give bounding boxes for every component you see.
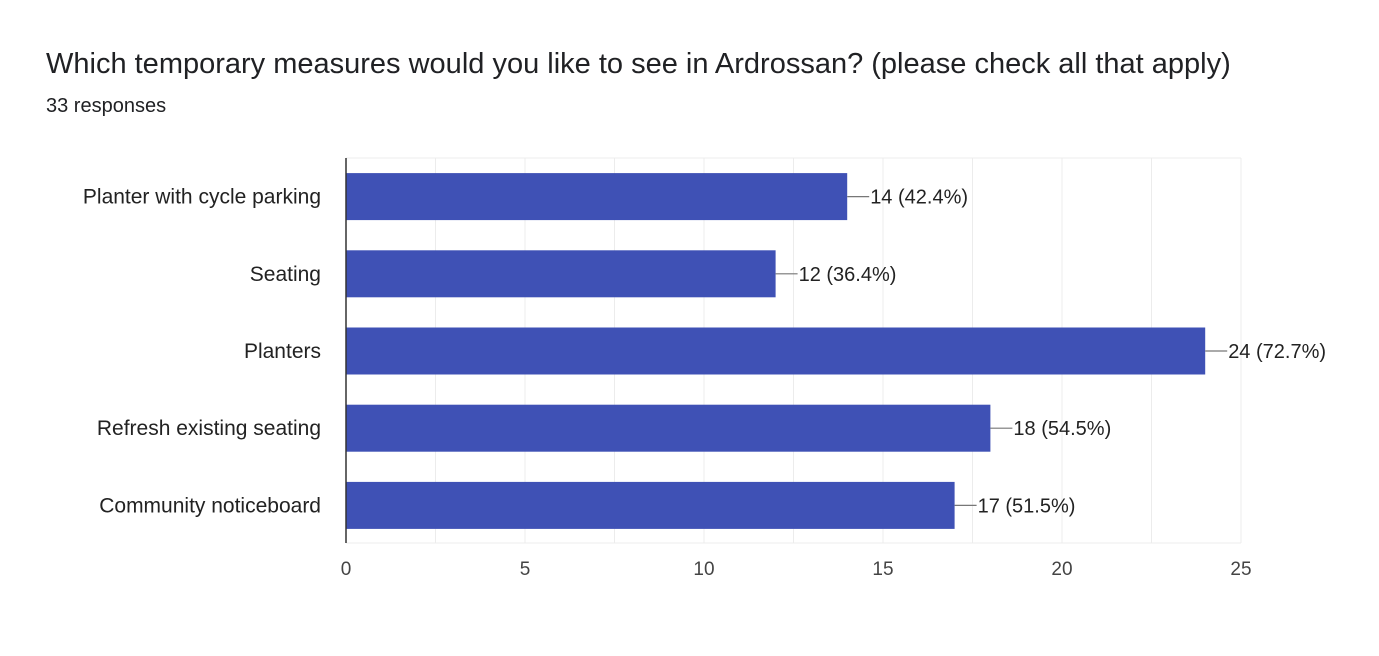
- x-tick-label: 20: [1051, 559, 1072, 580]
- x-tick-label: 10: [693, 559, 714, 580]
- bar: [346, 481, 955, 529]
- x-tick-label: 25: [1230, 559, 1251, 580]
- x-tick-label: 0: [341, 559, 352, 580]
- x-tick-label: 15: [872, 559, 893, 580]
- data-label: 12 (36.4%): [799, 264, 897, 286]
- response-count: 33 responses: [46, 95, 167, 117]
- data-label: 18 (54.5%): [1013, 418, 1111, 440]
- data-label: 17 (51.5%): [978, 495, 1076, 517]
- category-label: Community noticeboard: [99, 494, 321, 517]
- bar: [346, 173, 848, 221]
- data-label: 14 (42.4%): [870, 187, 968, 209]
- x-tick-label: 5: [520, 559, 531, 580]
- data-label: 24 (72.7%): [1228, 341, 1326, 363]
- chart-title: Which temporary measures would you like …: [46, 48, 1231, 80]
- bar: [346, 404, 991, 452]
- category-label: Refresh existing seating: [97, 417, 321, 440]
- category-label: Planters: [244, 340, 321, 363]
- category-label: Seating: [250, 263, 321, 286]
- bar: [346, 327, 1206, 375]
- bar: [346, 250, 776, 298]
- category-label: Planter with cycle parking: [83, 186, 321, 209]
